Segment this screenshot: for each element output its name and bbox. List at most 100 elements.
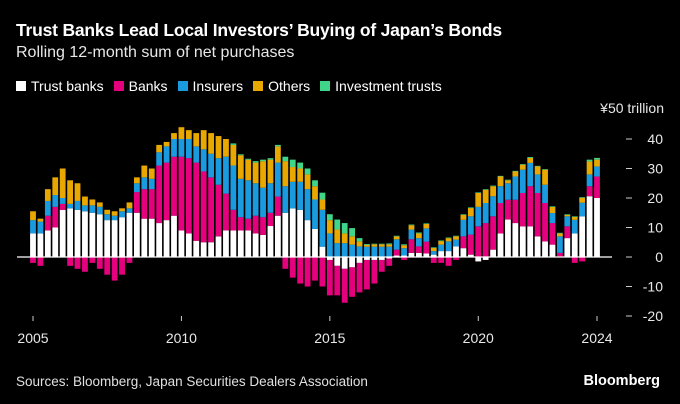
legend-label: Others [268,78,311,94]
bar-insurers [148,178,155,190]
bar-investment-trusts [237,154,244,156]
bar-trust-banks [356,257,363,263]
bar-trust-banks [512,223,519,257]
bar-banks [482,223,489,257]
bar-banks [59,203,66,210]
bar-others [67,180,74,204]
bar-banks [37,257,44,266]
bar-others [534,166,541,175]
bar-banks [326,259,333,296]
bar-banks [549,223,556,245]
bar-others [386,244,393,247]
bar-trust-banks [223,230,229,257]
bar-insurers [230,165,237,210]
bar-trust-banks [274,215,281,257]
bar-banks [141,189,148,219]
bar-banks [512,199,519,224]
bar-insurers [185,139,192,159]
bar-others [141,165,148,178]
bar-others [252,162,259,184]
bar-insurers [274,162,281,197]
bar-others [185,130,192,139]
bar-trust-banks [133,212,140,257]
bar-investment-trusts [230,143,237,145]
bar-trust-banks [163,220,170,258]
bar-insurers [245,180,252,219]
bar-insurers [282,186,289,213]
bar-banks [497,203,504,234]
x-tick-label: 2015 [314,330,345,346]
bar-others [237,155,244,179]
legend-item-trust-banks: Trust banks [16,78,104,94]
bar-others [82,196,88,206]
bar-banks [304,257,311,287]
bar-investment-trusts [319,192,326,200]
bar-insurers [326,233,333,257]
bar-insurers [96,206,103,215]
bar-others [430,247,437,252]
bar-others [37,218,44,222]
legend-swatch [177,81,188,91]
bar-banks [475,226,482,257]
bar-trust-banks [82,211,88,258]
bar-others [445,238,452,242]
bar-investment-trusts [260,159,266,162]
bar-trust-banks [267,226,274,258]
bar-banks [133,192,140,213]
bar-banks [30,257,36,263]
bar-investment-trusts [564,214,571,215]
bar-insurers [178,139,185,157]
bar-others [156,144,163,153]
bar-others [438,241,445,245]
bar-trust-banks [549,244,556,257]
bar-insurers [297,181,304,210]
bar-trust-banks [415,252,422,257]
bar-trust-banks [126,212,133,257]
bar-trust-banks [534,236,541,257]
legend-item-insurers: Insurers [177,78,244,94]
unit-label: ¥50 trillion [599,100,664,116]
bar-investment-trusts [341,223,348,234]
legend-label: Insurers [192,78,244,94]
bar-insurers [89,205,96,213]
bar-trust-banks [96,214,103,257]
bar-trust-banks [304,220,311,258]
bar-insurers [423,228,430,242]
bar-insurers [67,203,74,209]
bar-banks [415,246,422,253]
bar-trust-banks [319,246,326,258]
bar-others [178,127,185,139]
legend-item-banks: Banks [113,78,168,94]
bar-trust-banks [297,209,304,257]
bar-insurers [82,205,88,212]
bar-investment-trusts [326,214,333,221]
bar-insurers [356,246,363,257]
bar-insurers [490,196,497,217]
bar-trust-banks [497,233,504,257]
bar-banks [312,257,318,281]
bar-banks [586,186,593,197]
bar-banks [111,257,118,281]
bar-banks [44,215,51,231]
bar-insurers [126,208,133,213]
bar-insurers [319,209,326,247]
bar-investment-trusts [445,237,452,239]
bar-trust-banks [393,255,400,258]
bar-others [282,161,289,187]
bar-others [44,189,51,201]
bar-investment-trusts [497,175,504,177]
bar-investment-trusts [542,169,548,170]
bar-trust-banks [475,257,482,262]
legend-item-investment-trusts: Investment trusts [320,78,442,94]
bar-insurers [401,248,407,256]
bar-banks [356,262,363,293]
bar-others [312,186,318,200]
bar-others [230,144,237,166]
bar-investment-trusts [579,197,586,198]
bar-insurers [312,199,318,229]
bar-trust-banks [185,233,192,257]
bar-insurers [104,214,111,221]
bar-others [52,177,59,196]
bar-investment-trusts [467,207,474,209]
